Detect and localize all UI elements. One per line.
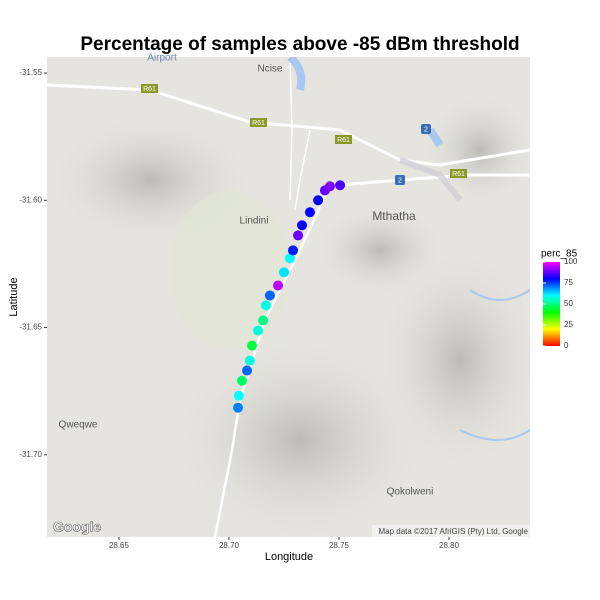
attribution-box xyxy=(372,525,530,537)
legend-tick-label: 100 xyxy=(564,257,578,266)
map-label: Qweqwe xyxy=(59,420,98,431)
attribution: Map data ©2017 AfriGIS (Pty) Ltd, Google xyxy=(378,527,528,536)
track-point xyxy=(293,230,304,241)
track-point xyxy=(297,220,308,231)
track-point xyxy=(236,375,247,386)
road-shield: R61 xyxy=(252,120,265,127)
track-point xyxy=(278,267,289,278)
map-background xyxy=(47,57,530,537)
track-point xyxy=(284,253,295,264)
legend-colorbar xyxy=(543,262,560,346)
road-shield: 2 xyxy=(398,177,402,184)
x-axis-title: Longitude xyxy=(265,551,313,563)
chart-title: Percentage of samples above -85 dBm thre… xyxy=(80,34,519,55)
track-point xyxy=(258,315,269,326)
track-point xyxy=(260,300,271,311)
road-shield: R61 xyxy=(452,171,465,178)
y-tick-label: -31.60 xyxy=(19,195,42,204)
x-tick-label: 28.70 xyxy=(219,541,240,550)
y-axis-title: Latitude xyxy=(8,277,20,316)
track-point xyxy=(242,365,253,376)
track-point xyxy=(244,355,255,366)
y-tick-label: -31.65 xyxy=(19,323,42,332)
x-tick-label: 28.75 xyxy=(329,541,350,550)
map-label: Mthatha xyxy=(372,209,416,223)
track-point xyxy=(335,180,346,191)
legend-tick-label: 0 xyxy=(564,341,569,350)
road-shield: 2 xyxy=(424,126,428,133)
track-point xyxy=(324,181,335,192)
x-tick-label: 28.65 xyxy=(109,541,130,550)
map-label: Qokolweni xyxy=(387,487,434,498)
road-shields: R61 R61 R61 R61 2 2 xyxy=(141,84,467,185)
track-point xyxy=(233,390,244,401)
track-point xyxy=(288,245,299,256)
track-point xyxy=(232,402,243,413)
y-tick-label: -31.70 xyxy=(19,450,42,459)
track-point xyxy=(264,290,275,301)
legend-tick-label: 75 xyxy=(564,278,573,287)
track-point xyxy=(313,195,324,206)
track-point xyxy=(273,280,284,291)
y-tick-label: -31.55 xyxy=(19,68,42,77)
track-point xyxy=(304,207,315,218)
map-label: Airport xyxy=(147,53,177,64)
road-shield: R61 xyxy=(143,86,156,93)
legend-title: perc_85 xyxy=(541,249,578,260)
x-tick-label: 28.80 xyxy=(439,541,460,550)
track-point xyxy=(253,325,264,336)
map-label: Ncise xyxy=(257,64,282,75)
map-logo: Google xyxy=(53,519,101,535)
map-label: Lindini xyxy=(240,216,269,227)
road-shield: R61 xyxy=(337,137,350,144)
legend-tick-label: 50 xyxy=(564,299,573,308)
track-point xyxy=(247,340,258,351)
legend-tick-label: 25 xyxy=(564,320,573,329)
